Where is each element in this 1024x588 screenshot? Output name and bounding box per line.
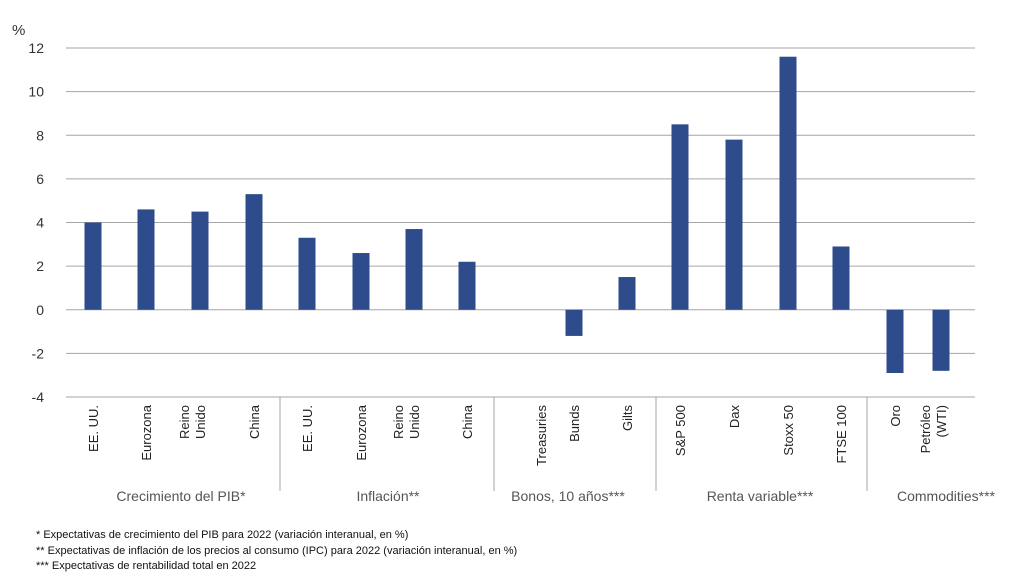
bar — [725, 139, 743, 310]
bar — [298, 237, 316, 310]
footnote-inflation: ** Expectativas de inflación de los prec… — [36, 544, 518, 557]
x-tick-label: EE. UU. — [300, 405, 315, 452]
footnotes: * Expectativas de crecimiento del PIB pa… — [36, 528, 517, 575]
x-tick-label: Gilts — [620, 405, 635, 432]
x-tick-label: Stoxx 50 — [781, 405, 796, 456]
footnote-return: *** Expectativas de rentabilidad total e… — [36, 560, 257, 572]
y-tick-label: -2 — [32, 345, 45, 361]
group-label: Commodities*** — [897, 488, 996, 504]
x-tick-label: ReinoUnido — [391, 405, 422, 439]
x-tick-label: S&P 500 — [673, 405, 688, 456]
y-tick-label: 10 — [28, 84, 44, 100]
x-tick-label: Eurozona — [354, 404, 369, 460]
group-label: Inflación** — [356, 488, 420, 504]
bar — [618, 277, 636, 310]
x-tick-label: Treasuries — [534, 405, 549, 466]
footnote-gdp: * Expectativas de crecimiento del PIB pa… — [36, 529, 409, 541]
bar — [458, 261, 476, 310]
group-label: Crecimiento del PIB* — [116, 488, 246, 504]
y-tick-label: 12 — [28, 40, 44, 56]
bar — [932, 309, 950, 371]
x-tick-label: EE. UU. — [86, 405, 101, 452]
y-tick-label: 6 — [36, 171, 44, 187]
y-tick-label: 2 — [36, 258, 44, 274]
bar — [832, 246, 850, 310]
x-tick-label: Dax — [727, 405, 742, 429]
bar — [84, 222, 102, 310]
bar — [245, 194, 263, 310]
bar — [405, 229, 423, 310]
bar — [779, 56, 797, 310]
x-tick-label: FTSE 100 — [834, 405, 849, 464]
y-tick-label: 4 — [36, 215, 44, 231]
bar-chart: -4 -2 0 2 4 6 8 10 12% EE. UU. Eurozona ReinoUnido C… — [12, 22, 996, 504]
bar — [886, 309, 904, 374]
group-label: Bonos, 10 años*** — [511, 488, 625, 504]
x-tick-label: Petróleo(WTI) — [918, 405, 949, 453]
bar — [671, 124, 689, 310]
x-tick-label: China — [460, 404, 475, 439]
x-tick-label: ReinoUnido — [177, 405, 208, 439]
y-tick-label: 8 — [36, 127, 44, 143]
x-tick-label: Oro — [888, 405, 903, 427]
bar — [352, 253, 370, 310]
group-label: Renta variable*** — [707, 488, 814, 504]
y-axis-unit: % — [12, 22, 25, 39]
bar — [191, 211, 209, 310]
y-tick-label: 0 — [36, 302, 44, 318]
x-tick-label: Bunds — [567, 405, 582, 442]
x-tick-label: China — [247, 404, 262, 439]
y-tick-label: -4 — [32, 389, 45, 405]
bar — [137, 209, 155, 310]
bar — [565, 309, 583, 336]
x-tick-label: Eurozona — [139, 404, 154, 460]
